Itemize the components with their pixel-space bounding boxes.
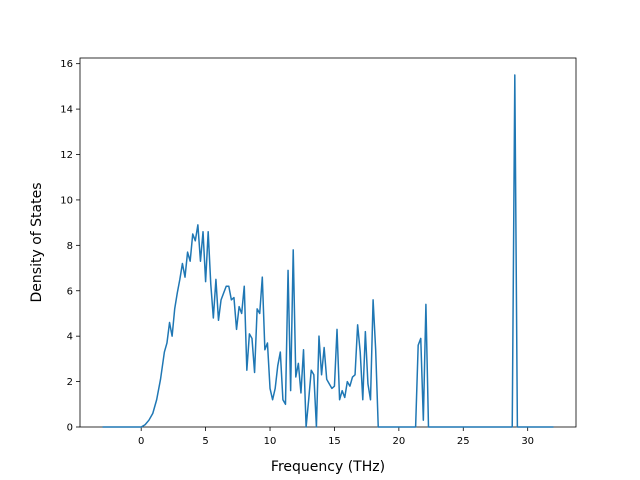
y-tick-label: 2 <box>67 377 73 388</box>
y-tick-label: 10 <box>60 195 73 206</box>
y-tick-label: 14 <box>60 105 73 116</box>
y-axis: 0 2 4 6 8 10 12 14 16 <box>60 59 80 434</box>
y-tick-label: 16 <box>60 59 73 70</box>
y-tick-label: 12 <box>60 150 73 161</box>
x-tick-label: 0 <box>138 436 144 447</box>
x-axis: 0 5 10 15 20 25 30 <box>138 427 534 447</box>
y-tick-label: 4 <box>67 332 73 343</box>
y-tick-label: 0 <box>67 423 73 434</box>
x-tick-label: 30 <box>521 436 534 447</box>
series-line <box>102 74 554 428</box>
y-axis-label: Density of States <box>29 183 45 303</box>
x-tick-label: 10 <box>264 436 277 447</box>
x-tick-label: 15 <box>328 436 341 447</box>
x-axis-label: Frequency (THz) <box>271 459 385 475</box>
x-tick-label: 25 <box>457 436 470 447</box>
axes-frame <box>79 57 577 428</box>
x-tick-label: 5 <box>202 436 208 447</box>
y-tick-label: 6 <box>67 286 73 297</box>
plot-area <box>79 57 577 428</box>
x-tick-label: 20 <box>392 436 405 447</box>
y-tick-label: 8 <box>67 241 73 252</box>
